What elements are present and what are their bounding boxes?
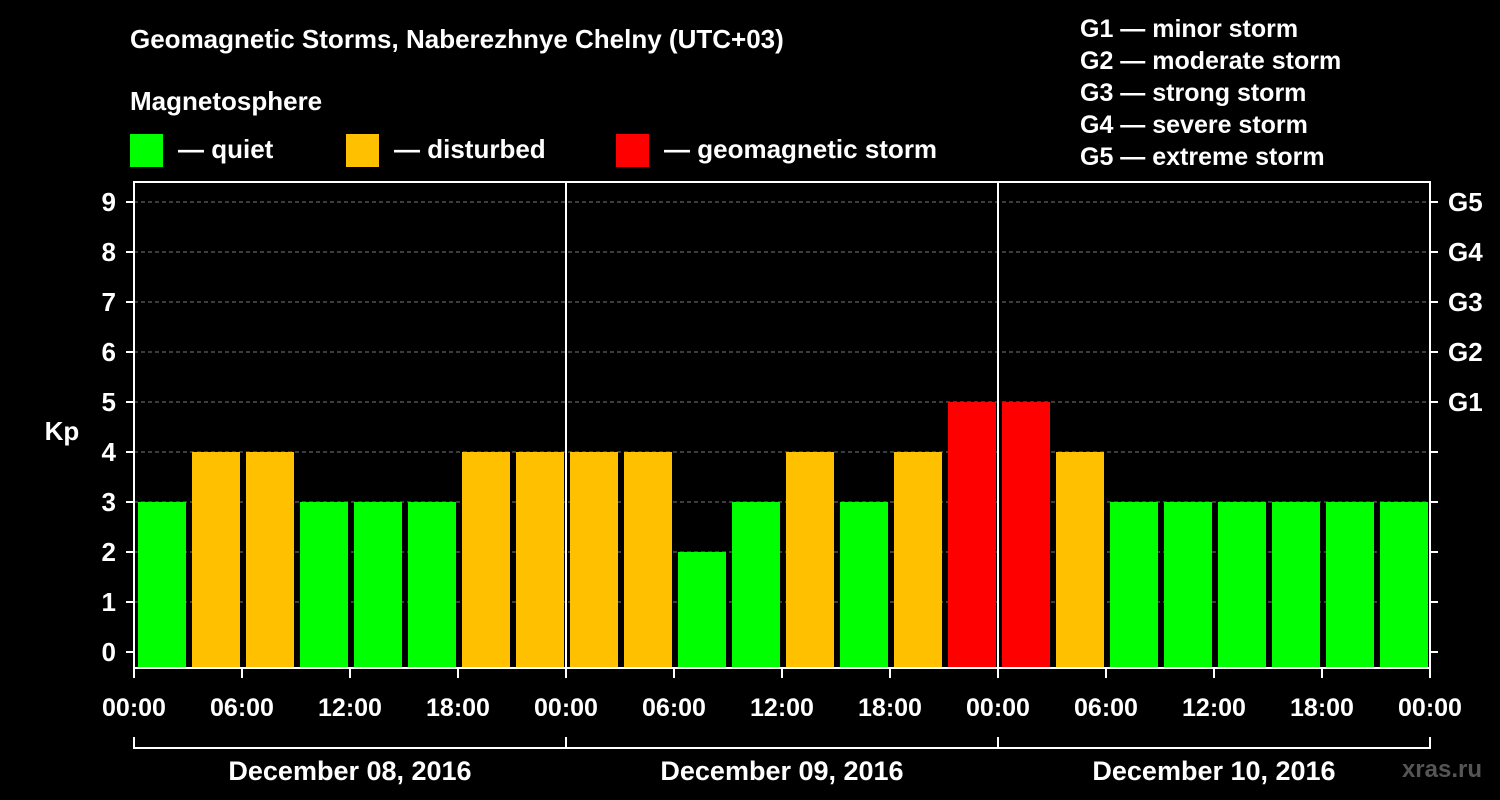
storm-scale-g4: G4 — severe storm <box>1080 111 1308 139</box>
legend-swatch-disturbed <box>346 134 379 167</box>
bar-16 <box>1002 402 1050 668</box>
bar-6 <box>462 452 510 668</box>
storm-scale-g1: G1 — minor storm <box>1080 15 1299 43</box>
bar-11 <box>732 502 780 668</box>
y-tick-label-5: 5 <box>102 387 116 417</box>
y-tick-label-1: 1 <box>102 587 116 617</box>
bar-23 <box>1380 502 1428 668</box>
bar-20 <box>1218 502 1266 668</box>
date-label-0: December 08, 2016 <box>228 756 471 786</box>
bar-19 <box>1164 502 1212 668</box>
right-tick-label-G2: G2 <box>1448 337 1483 367</box>
right-tick-label-G5: G5 <box>1448 187 1483 217</box>
bar-9 <box>624 452 672 668</box>
bar-7 <box>516 452 564 668</box>
date-label-2: December 10, 2016 <box>1092 756 1335 786</box>
axes: 0 1 2 3 4 5 6 7 8 9 G1 G2 G3 G4 G5 00:00 06:00 12:00 18:00… <box>102 181 1483 786</box>
storm-scale-g3: G3 — strong storm <box>1080 79 1307 107</box>
x-tick-label-1: 06:00 <box>210 694 274 722</box>
legend-swatch-storm <box>616 134 649 167</box>
bar-1 <box>192 452 240 668</box>
bar-14 <box>894 452 942 668</box>
legend-label-disturbed: — disturbed <box>394 134 546 164</box>
gridlines <box>134 201 1430 603</box>
legend-swatch-quiet <box>130 134 163 167</box>
bar-0 <box>138 502 186 668</box>
x-tick-label-9: 06:00 <box>1074 694 1138 722</box>
y-tick-label-2: 2 <box>102 537 116 567</box>
magnetosphere-label: Magnetosphere <box>130 86 323 116</box>
bar-4 <box>354 502 402 668</box>
bar-5 <box>408 502 456 668</box>
x-tick-label-5: 06:00 <box>642 694 706 722</box>
bar-21 <box>1272 502 1320 668</box>
bar-3 <box>300 502 348 668</box>
x-tick-label-8: 00:00 <box>966 694 1030 722</box>
y-axis-label: Kp <box>45 416 80 446</box>
storm-scale-g5: G5 — extreme storm <box>1080 143 1325 171</box>
legend-label-quiet: — quiet <box>178 134 274 164</box>
y-tick-label-6: 6 <box>102 337 116 367</box>
y-tick-label-7: 7 <box>102 287 116 317</box>
x-tick-label-6: 12:00 <box>750 694 814 722</box>
x-tick-label-12: 00:00 <box>1398 694 1462 722</box>
bar-8 <box>570 452 618 668</box>
x-tick-label-2: 12:00 <box>318 694 382 722</box>
date-label-1: December 09, 2016 <box>660 756 903 786</box>
y-tick-label-0: 0 <box>102 637 116 667</box>
bar-12 <box>786 452 834 668</box>
chart-title: Geomagnetic Storms, Naberezhnye Chelny (… <box>130 24 784 54</box>
right-tick-label-G4: G4 <box>1448 237 1483 267</box>
x-tick-label-11: 18:00 <box>1290 694 1354 722</box>
bar-18 <box>1110 502 1158 668</box>
x-tick-label-3: 18:00 <box>426 694 490 722</box>
y-tick-label-4: 4 <box>102 437 117 467</box>
y-tick-label-3: 3 <box>102 487 116 517</box>
y-tick-label-9: 9 <box>102 187 116 217</box>
x-tick-label-4: 00:00 <box>534 694 598 722</box>
bar-2 <box>246 452 294 668</box>
y-tick-label-8: 8 <box>102 237 116 267</box>
storm-scale-g2: G2 — moderate storm <box>1080 47 1342 75</box>
x-tick-label-10: 12:00 <box>1182 694 1246 722</box>
bar-15 <box>948 402 996 668</box>
bar-17 <box>1056 452 1104 668</box>
right-tick-label-G1: G1 <box>1448 387 1483 417</box>
bar-22 <box>1326 502 1374 668</box>
brand-watermark: xras.ru <box>1401 756 1482 783</box>
bar-10 <box>678 552 726 668</box>
right-tick-label-G3: G3 <box>1448 287 1483 317</box>
bars <box>138 402 1428 668</box>
bar-13 <box>840 502 888 668</box>
x-tick-label-7: 18:00 <box>858 694 922 722</box>
x-tick-label-0: 00:00 <box>102 694 166 722</box>
legend-label-storm: — geomagnetic storm <box>664 134 938 164</box>
